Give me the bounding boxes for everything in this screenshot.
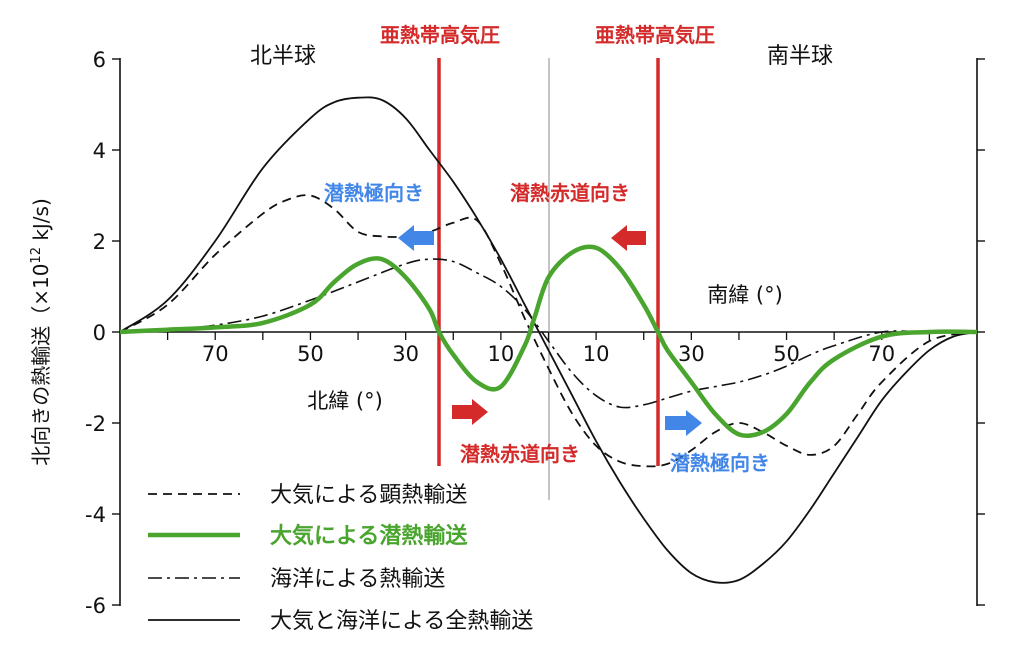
x-tick-label-south: 30 xyxy=(678,342,705,366)
x-axis-label-south: 南緯 (°) xyxy=(707,283,783,307)
y-tick-label: 2 xyxy=(93,230,106,254)
x-tick-label-north: 70 xyxy=(202,342,229,366)
north-hemisphere-label: 北半球 xyxy=(250,44,316,69)
x-tick-label-south: 50 xyxy=(773,342,800,366)
y-tick-label: 4 xyxy=(93,139,106,163)
x-tick-label-north: 10 xyxy=(488,342,515,366)
x-ticks: 70 50 30 10 10 30 50 70 xyxy=(166,332,931,366)
y-ticks: 6 4 2 0 -2 -4 -6 xyxy=(85,48,985,618)
legend-label-total: 大気と海洋による全熱輸送 xyxy=(270,609,533,634)
x-tick-label-north: 50 xyxy=(297,342,324,366)
y-tick-label: 6 xyxy=(93,48,106,72)
equatorward-latent-label-south: 潜熱赤道向き xyxy=(460,442,580,466)
south-hemisphere-label: 南半球 xyxy=(767,44,833,69)
arrow-right-red-icon xyxy=(452,399,488,425)
legend: 大気による顕熱輸送 大気による潜熱輸送 海洋による熱輸送 大気と海洋による全熱輸… xyxy=(148,483,533,634)
y-axis-label: 北向きの熱輸送（×1012 kJ/s) xyxy=(29,198,53,466)
legend-label-latent: 大気による潜熱輸送 xyxy=(270,523,467,549)
series-atmospheric-sensible-heat xyxy=(120,194,978,468)
y-tick-label: -4 xyxy=(85,503,106,527)
x-axis-label-north: 北緯 (°) xyxy=(307,389,383,413)
y-tick-label: 0 xyxy=(93,321,106,345)
series-total-heat-transport xyxy=(120,96,978,584)
y-tick-label: -2 xyxy=(85,412,106,436)
series-ocean-heat-transport xyxy=(120,258,977,409)
arrow-right-blue-icon xyxy=(665,410,702,436)
arrow-left-blue-icon xyxy=(398,225,434,251)
x-tick-label-south: 10 xyxy=(583,342,610,366)
legend-label-sensible: 大気による顕熱輸送 xyxy=(270,483,467,508)
subtropical-high-label-south: 亜熱帯高気圧 xyxy=(595,23,715,47)
x-tick-label-south: 70 xyxy=(868,342,895,366)
series-atmospheric-latent-heat xyxy=(120,244,978,439)
subtropical-high-label-north: 亜熱帯高気圧 xyxy=(380,23,500,47)
legend-label-ocean: 海洋による熱輸送 xyxy=(270,567,445,592)
poleward-latent-label-south: 潜熱極向き xyxy=(670,451,770,475)
arrow-left-red-icon xyxy=(611,225,646,251)
equatorward-latent-label-north: 潜熱赤道向き xyxy=(510,181,630,205)
x-tick-label-north: 30 xyxy=(392,342,419,366)
y-tick-label: -6 xyxy=(85,594,106,618)
poleward-latent-label-north: 潜熱極向き xyxy=(324,181,424,205)
